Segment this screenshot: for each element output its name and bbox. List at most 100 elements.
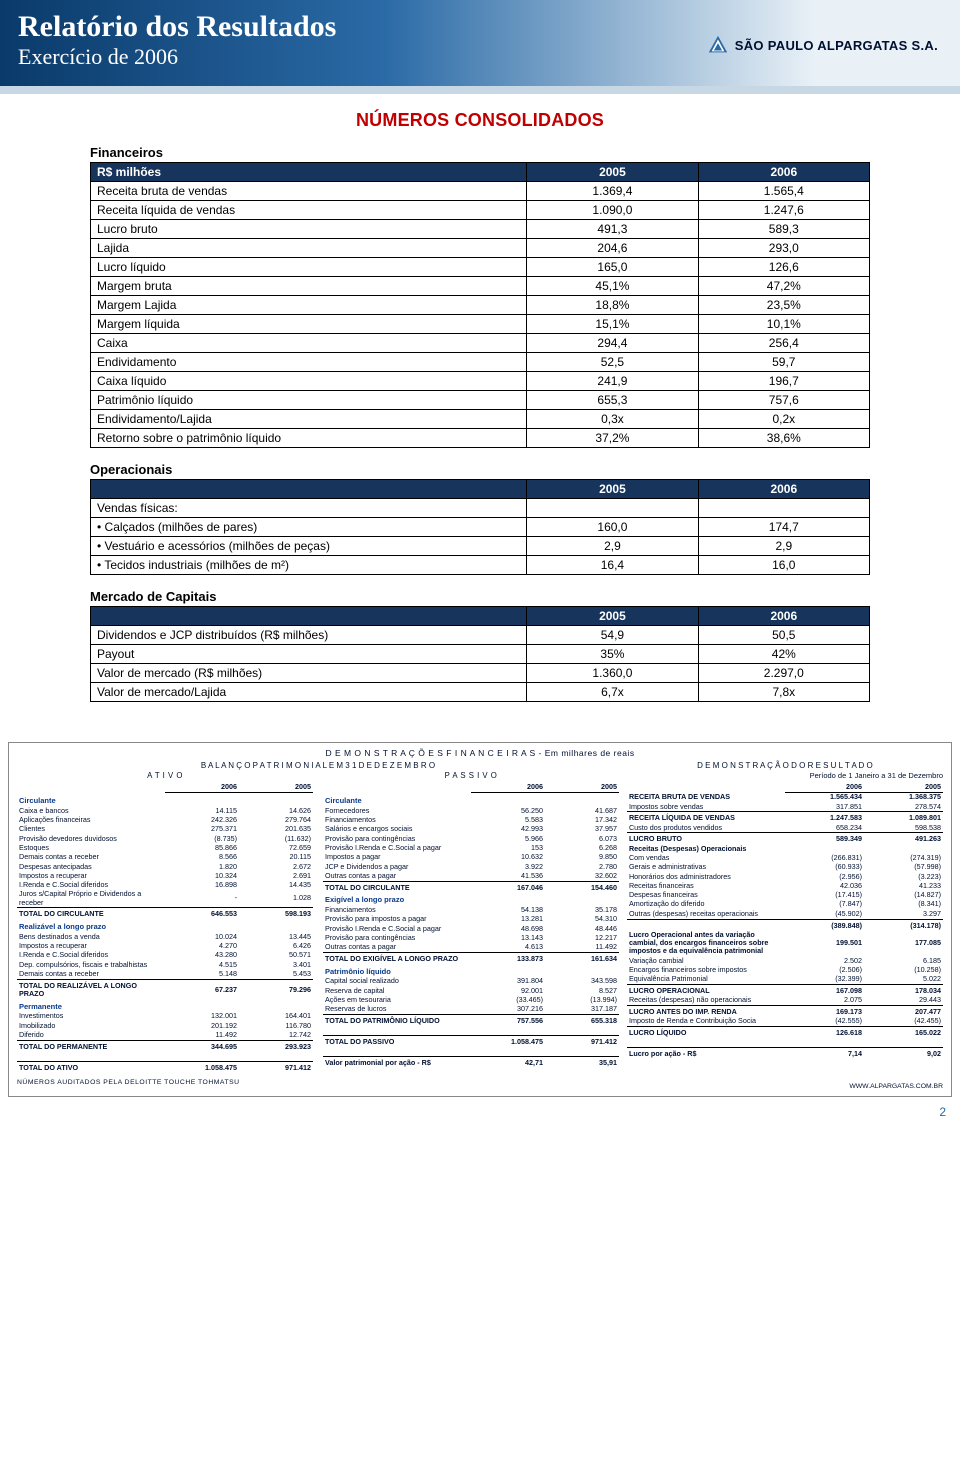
row-value: 50,5 xyxy=(698,626,869,645)
header-divider xyxy=(0,86,960,94)
row-value: 241,9 xyxy=(527,372,698,391)
col-year: 2006 xyxy=(698,607,869,626)
report-header: Relatório dos Resultados Exercício de 20… xyxy=(0,0,960,86)
row-label: Receita líquida de vendas xyxy=(91,201,527,220)
row-label: • Vestuário e acessórios (milhões de peç… xyxy=(91,537,527,556)
row-value: 165,0 xyxy=(527,258,698,277)
row-value: 38,6% xyxy=(698,429,869,448)
table-row: • Vestuário e acessórios (milhões de peç… xyxy=(91,537,870,556)
stmt-main-title: D E M O N S T R A Ç Õ E S F I N A N C E … xyxy=(17,749,943,759)
table-row: Retorno sobre o patrimônio líquido37,2%3… xyxy=(91,429,870,448)
row-label: • Calçados (milhões de pares) xyxy=(91,518,527,537)
row-value: 589,3 xyxy=(698,220,869,239)
company-url: WWW.ALPARGATAS.COM.BR xyxy=(849,1083,943,1091)
row-label: Vendas físicas: xyxy=(91,499,527,518)
table-row: Payout35%42% xyxy=(91,645,870,664)
row-value: 655,3 xyxy=(527,391,698,410)
income-statement-table: 20062005RECEITA BRUTA DE VENDAS1.565.434… xyxy=(627,783,943,1059)
table-row: Receita bruta de vendas1.369,41.565,4 xyxy=(91,182,870,201)
col-label xyxy=(91,480,527,499)
col-label: R$ milhões xyxy=(91,163,527,182)
row-value: 293,0 xyxy=(698,239,869,258)
table-row: Valor de mercado (R$ milhões)1.360,02.29… xyxy=(91,664,870,683)
financeiros-heading: Financeiros xyxy=(90,145,870,160)
table-row: Endividamento52,559,7 xyxy=(91,353,870,372)
row-label: Caixa xyxy=(91,334,527,353)
row-value: 1.360,0 xyxy=(527,664,698,683)
row-label: Lucro bruto xyxy=(91,220,527,239)
row-value: 1.090,0 xyxy=(527,201,698,220)
row-value: 0,3x xyxy=(527,410,698,429)
row-label: Caixa líquido xyxy=(91,372,527,391)
row-value: 1.369,4 xyxy=(527,182,698,201)
row-value: 757,6 xyxy=(698,391,869,410)
auditor-note: NÚMEROS AUDITADOS PELA DELOITTE TOUCHE T… xyxy=(17,1079,943,1087)
row-value: 2.297,0 xyxy=(698,664,869,683)
income-statement-period: Período de 1 Janeiro a 31 de Dezembro xyxy=(627,772,943,781)
mercado-heading: Mercado de Capitais xyxy=(90,589,870,604)
row-label: Receita bruta de vendas xyxy=(91,182,527,201)
operacionais-heading: Operacionais xyxy=(90,462,870,477)
row-value: 196,7 xyxy=(698,372,869,391)
row-value: 23,5% xyxy=(698,296,869,315)
row-value: 47,2% xyxy=(698,277,869,296)
mercado-table: 20052006Dividendos e JCP distribuídos (R… xyxy=(90,606,870,702)
row-value: 18,8% xyxy=(527,296,698,315)
row-value: 126,6 xyxy=(698,258,869,277)
row-value: 174,7 xyxy=(698,518,869,537)
income-statement-title: D E M O N S T R A Ç Ã O D O R E S U L T … xyxy=(627,761,943,770)
balance-sheet-title: B A L A N Ç O P A T R I M O N I A L E M … xyxy=(17,761,619,770)
table-row: Receita líquida de vendas1.090,01.247,6 xyxy=(91,201,870,220)
row-value: 2,9 xyxy=(698,537,869,556)
row-value: 204,6 xyxy=(527,239,698,258)
row-label: Valor de mercado/Lajida xyxy=(91,683,527,702)
table-row: Dividendos e JCP distribuídos (R$ milhõe… xyxy=(91,626,870,645)
row-value: 7,8x xyxy=(698,683,869,702)
row-value: 52,5 xyxy=(527,353,698,372)
row-value: 10,1% xyxy=(698,315,869,334)
page-number: 2 xyxy=(0,1105,960,1127)
col-year: 2006 xyxy=(698,163,869,182)
row-value: 45,1% xyxy=(527,277,698,296)
row-value: 491,3 xyxy=(527,220,698,239)
col-year: 2005 xyxy=(527,480,698,499)
row-label: Valor de mercado (R$ milhões) xyxy=(91,664,527,683)
table-row: Lucro líquido165,0126,6 xyxy=(91,258,870,277)
financial-statements-box: D E M O N S T R A Ç Õ E S F I N A N C E … xyxy=(8,742,952,1097)
section-title: NÚMEROS CONSOLIDADOS xyxy=(90,110,870,131)
row-label: Lajida xyxy=(91,239,527,258)
table-row: • Calçados (milhões de pares)160,0174,7 xyxy=(91,518,870,537)
table-row: Margem Lajida18,8%23,5% xyxy=(91,296,870,315)
row-value: 2,9 xyxy=(527,537,698,556)
row-value: 1.565,4 xyxy=(698,182,869,201)
table-row: • Tecidos industriais (milhões de m²)16,… xyxy=(91,556,870,575)
row-label: Margem líquida xyxy=(91,315,527,334)
ativo-heading: A T I V O xyxy=(17,772,313,781)
col-year: 2006 xyxy=(698,480,869,499)
row-value: 15,1% xyxy=(527,315,698,334)
row-value: 160,0 xyxy=(527,518,698,537)
row-value: 1.247,6 xyxy=(698,201,869,220)
row-label: Endividamento/Lajida xyxy=(91,410,527,429)
row-value xyxy=(527,499,698,518)
row-label: Endividamento xyxy=(91,353,527,372)
table-row: Valor de mercado/Lajida6,7x7,8x xyxy=(91,683,870,702)
ativo-table: 20062005CirculanteCaixa e bancos14.11514… xyxy=(17,783,313,1073)
table-row: Endividamento/Lajida0,3x0,2x xyxy=(91,410,870,429)
table-row: Margem líquida15,1%10,1% xyxy=(91,315,870,334)
row-label: • Tecidos industriais (milhões de m²) xyxy=(91,556,527,575)
row-value xyxy=(698,499,869,518)
row-value: 59,7 xyxy=(698,353,869,372)
row-label: Lucro líquido xyxy=(91,258,527,277)
table-row: Vendas físicas: xyxy=(91,499,870,518)
col-year: 2005 xyxy=(527,607,698,626)
row-label: Margem bruta xyxy=(91,277,527,296)
row-value: 54,9 xyxy=(527,626,698,645)
passivo-heading: P A S S I V O xyxy=(323,772,619,781)
table-row: Patrimônio líquido655,3757,6 xyxy=(91,391,870,410)
table-row: Lucro bruto491,3589,3 xyxy=(91,220,870,239)
table-row: Margem bruta45,1%47,2% xyxy=(91,277,870,296)
row-label: Payout xyxy=(91,645,527,664)
row-value: 0,2x xyxy=(698,410,869,429)
financeiros-table: R$ milhões20052006Receita bruta de venda… xyxy=(90,162,870,448)
